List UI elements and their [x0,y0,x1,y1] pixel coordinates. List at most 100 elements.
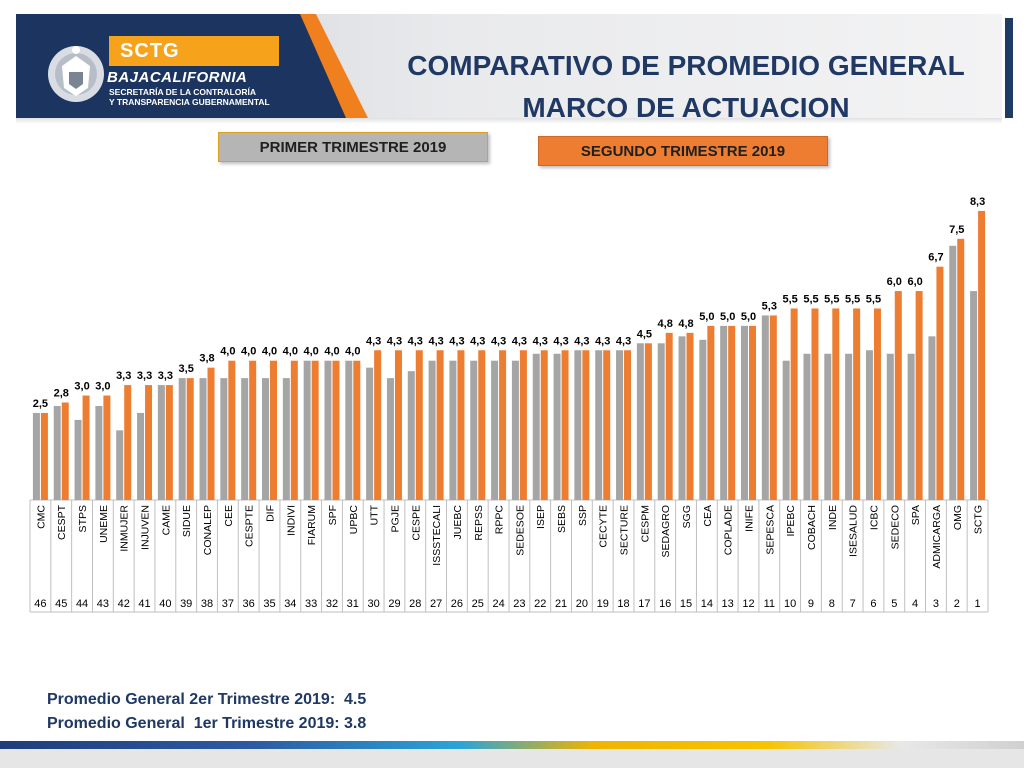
data-label: 4,0 [262,346,277,358]
data-label: 4,0 [241,346,256,358]
category-label: CECYTE [598,505,610,548]
bar-q2-inife [749,325,756,500]
bar-q1-indivi [282,378,290,500]
category-label: SEDAGRO [660,505,672,558]
data-label: 4,3 [387,335,402,347]
bar-q2-admicarga [936,266,944,500]
rank-label: 40 [159,598,171,610]
data-label: 4,0 [220,346,235,358]
bar-q2-sepesca [769,315,777,500]
bar-q2-dif [270,360,277,500]
category-label: COPLADE [723,505,735,555]
bar-q2-cespm [644,343,652,500]
category-label: FIARUM [306,505,318,545]
bar-q2-pgje [394,350,402,500]
rank-label: 41 [138,598,150,610]
category-label: SEDECO [889,505,901,549]
data-label: 4,0 [345,346,360,358]
bar-q2-juebc [457,350,465,500]
bar-q1-spa [907,353,915,500]
rank-label: 35 [263,598,275,610]
data-label: 6,0 [887,276,902,288]
data-label: 4,3 [428,335,443,347]
bar-q1-coplade [720,325,728,500]
bar-q2-issstecali [436,350,444,500]
rank-label: 22 [534,598,546,610]
bar-q2-repss [478,350,486,500]
data-label: 5,5 [803,293,818,305]
data-label: 8,3 [970,196,985,208]
category-label: INDIVI [285,505,297,536]
data-label: 5,5 [824,293,839,305]
category-label: IPEBC [785,505,797,537]
page-title-line-1: COMPARATIVO DE PROMEDIO GENERAL [407,50,965,81]
data-label: 4,3 [595,335,610,347]
data-label: 4,3 [616,335,631,347]
category-label: SIDUE [181,505,193,537]
rank-label: 31 [347,598,359,610]
data-label: 4,3 [533,335,548,347]
bar-q1-cespte [241,378,249,500]
category-label: ADMICARGA [931,505,943,569]
rank-label: 44 [76,598,88,610]
bar-q2-sgg [686,332,694,500]
bar-q1-upbc [345,360,353,500]
category-label: CESPTE [244,505,256,547]
bar-q1-ipebc [782,360,790,500]
bar-q1-omg [949,245,957,500]
bar-q1-stps [74,419,82,500]
bar-q1-juebc [449,360,457,500]
bar-q1-pgje [386,378,394,500]
bar-q2-cecyte [603,350,611,500]
footer-bar [0,749,1024,768]
bar-q1-sedagro [657,343,665,500]
rank-label: 6 [870,598,876,610]
bar-q2-conalep [207,367,215,500]
bar-q2-cespte [249,360,257,500]
category-label: ISEP [535,505,547,529]
category-label: INJUVEN [140,505,152,550]
data-label: 3,3 [158,370,173,382]
bar-q1-spf [324,360,332,500]
category-label: CESPE [410,505,422,541]
data-label: 4,3 [449,335,464,347]
bar-q1-sedesoe [511,360,519,500]
rank-label: 3 [933,598,939,610]
bar-q1-cobach [803,353,811,500]
category-label: CEE [223,505,235,527]
data-label: 5,0 [720,311,735,323]
bar-q1-uneme [95,405,103,500]
sctg-logo [16,14,368,118]
shield-emblem-icon [48,46,104,102]
bar-q1-conalep [199,378,207,500]
bar-q1-cea [699,339,707,500]
data-label: 4,8 [658,318,673,330]
data-label: 5,3 [762,300,777,312]
data-label: 2,5 [33,398,48,410]
bar-q1-sgg [678,336,686,500]
category-label: INMUJER [119,505,131,552]
rank-label: 21 [555,598,567,610]
brand-state: BAJACALIFORNIA [107,69,248,86]
bar-q1-icbc [865,350,873,500]
bar-q2-sctg [978,210,986,500]
bar-q2-came [165,385,173,500]
bar-q2-spf [332,360,340,500]
bar-q2-sedeco [894,291,902,500]
data-label: 3,0 [74,381,89,393]
rank-label: 34 [284,598,296,610]
data-label: 5,0 [741,311,756,323]
rank-label: 7 [850,598,856,610]
bar-q1-isesalud [845,353,853,500]
bar-q2-omg [957,238,965,500]
category-label: SCTG [973,505,985,534]
rank-label: 13 [722,598,734,610]
data-label: 3,8 [199,353,214,365]
category-label: SPA [910,505,922,525]
rank-label: 33 [305,598,317,610]
bar-q2-fiarum [311,360,319,500]
data-label: 4,3 [366,335,381,347]
rank-label: 2 [954,598,960,610]
data-label: 3,3 [116,370,131,382]
